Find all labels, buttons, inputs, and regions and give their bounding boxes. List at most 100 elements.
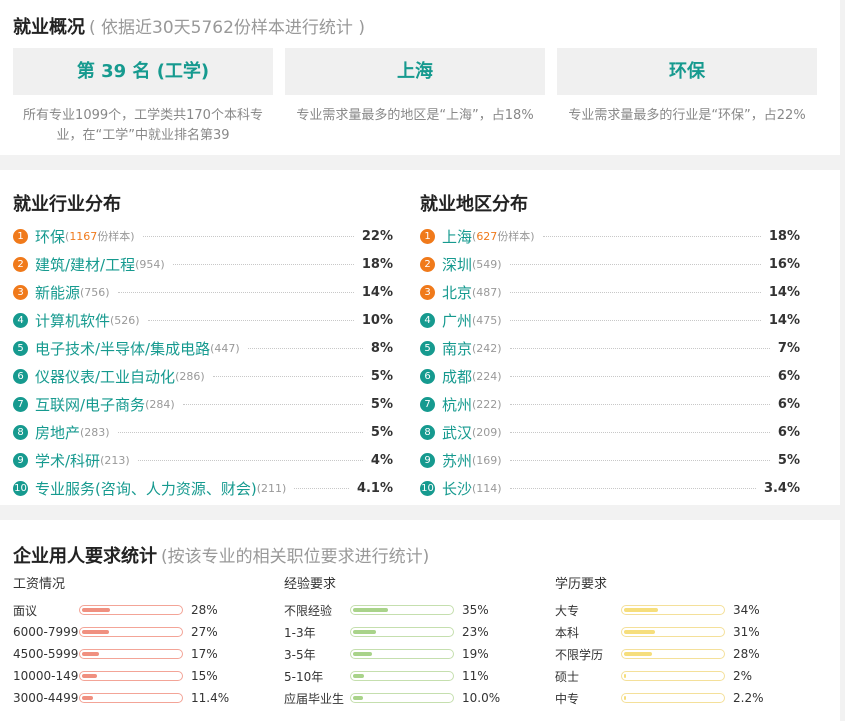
sample-count: (224) <box>472 369 502 383</box>
region-name-link[interactable]: 北京 <box>442 283 473 302</box>
share-percent: 5% <box>370 396 393 412</box>
industry-name-link[interactable]: 计算机软件 <box>35 311 111 330</box>
region-name-link[interactable]: 杭州 <box>442 395 473 414</box>
salary-row: 4500-5999 17% <box>13 643 273 665</box>
industry-name-link[interactable]: 互联网/电子商务 <box>35 395 146 414</box>
sample-count: (475) <box>472 313 502 327</box>
industry-row: 10 专业服务(咨询、人力资源、财会) (211) 4.1% <box>13 474 393 502</box>
edu-row: 中专 2.2% <box>555 687 815 709</box>
salary-bar <box>79 605 183 615</box>
industry-name-link[interactable]: 学术/科研 <box>35 451 101 470</box>
rank-box: 第 39 名 (工学) <box>13 48 273 95</box>
industry-name-link[interactable]: 专业服务(咨询、人力资源、财会) <box>35 479 257 498</box>
rank-badge: 3 <box>420 284 435 300</box>
rank-badge: 6 <box>13 368 28 384</box>
sample-count: (284) <box>145 397 175 411</box>
requirements-title: 企业用人要求统计 (按该专业的相关职位要求进行统计) <box>13 546 430 567</box>
region-row: 4 广州 (475) 14% <box>420 306 800 334</box>
requirements-subtitle: (按该专业的相关职位要求进行统计) <box>161 547 430 567</box>
edu-bar-fill <box>624 674 626 678</box>
region-name-link[interactable]: 武汉 <box>442 423 473 442</box>
dotted-leader <box>137 459 363 461</box>
dotted-leader <box>542 235 761 237</box>
industry-name-link[interactable]: 仪器仪表/工业自动化 <box>35 367 176 386</box>
overview-title: 就业概况( 依据近30天5762份样本进行统计 ) <box>13 17 365 38</box>
edu-bar <box>621 693 725 703</box>
sample-count: (756) <box>80 285 110 299</box>
industry-row: 5 电子技术/半导体/集成电路 (447) 8% <box>13 334 393 362</box>
exp-group-title: 经验要求 <box>284 577 337 592</box>
sample-count: (487) <box>472 285 502 299</box>
exp-bar <box>350 693 454 703</box>
region-row: 1 上海 (627份样本) 18% <box>420 222 800 250</box>
exp-percent: 23% <box>462 625 489 639</box>
rank-badge: 9 <box>13 452 28 468</box>
rank-badge: 10 <box>420 480 435 496</box>
share-percent: 14% <box>768 312 800 328</box>
region-name-link[interactable]: 上海 <box>442 227 473 246</box>
industry-row: 7 互联网/电子商务 (284) 5% <box>13 390 393 418</box>
edu-bar-fill <box>624 630 655 634</box>
industry-row: 9 学术/科研 (213) 4% <box>13 446 393 474</box>
salary-percent: 17% <box>191 647 218 661</box>
sample-count: (954) <box>135 257 165 271</box>
region-name-link[interactable]: 深圳 <box>442 255 473 274</box>
exp-percent: 11% <box>462 669 489 683</box>
edu-bar <box>621 671 725 681</box>
rank-badge: 7 <box>420 396 435 412</box>
edu-bar-fill <box>624 652 652 656</box>
share-percent: 14% <box>768 284 800 300</box>
region-row: 7 杭州 (222) 6% <box>420 390 800 418</box>
industry-name-link[interactable]: 电子技术/半导体/集成电路 <box>35 339 211 358</box>
salary-bar-fill <box>82 674 97 678</box>
share-percent: 3.4% <box>763 480 800 496</box>
salary-percent: 15% <box>191 669 218 683</box>
share-percent: 4% <box>370 452 393 468</box>
dotted-leader <box>294 487 349 489</box>
region-name-link[interactable]: 广州 <box>442 311 473 330</box>
region-name-link[interactable]: 南京 <box>442 339 473 358</box>
dotted-leader <box>142 235 354 237</box>
exp-bar-fill <box>353 630 376 634</box>
top-region-desc: 专业需求量最多的地区是“上海”，占18% <box>296 108 534 123</box>
industry-row: 6 仪器仪表/工业自动化 (286) 5% <box>13 362 393 390</box>
salary-bar <box>79 627 183 637</box>
rank-badge: 2 <box>420 256 435 272</box>
region-row: 8 武汉 (209) 6% <box>420 418 800 446</box>
dotted-leader <box>509 459 770 461</box>
industry-name-link[interactable]: 建筑/建材/工程 <box>35 255 136 274</box>
sample-count-highlight: 1167 <box>69 230 98 243</box>
overview-panel: 就业概况( 依据近30天5762份样本进行统计 ) 第 39 名 (工学) 上海… <box>0 0 840 155</box>
edu-percent: 34% <box>733 603 760 617</box>
salary-label: 6000-7999 <box>13 625 79 639</box>
dotted-leader <box>509 487 756 489</box>
edu-label: 不限学历 <box>555 647 604 662</box>
industry-name-link[interactable]: 环保 <box>35 227 66 246</box>
rank-badge: 5 <box>13 340 28 356</box>
dotted-leader <box>247 347 363 349</box>
salary-percent: 27% <box>191 625 218 639</box>
exp-bar <box>350 649 454 659</box>
share-percent: 6% <box>777 424 800 440</box>
industry-name-link[interactable]: 房地产 <box>35 423 81 442</box>
region-name-link[interactable]: 苏州 <box>442 451 473 470</box>
rank-badge: 8 <box>420 424 435 440</box>
dotted-leader <box>509 375 770 377</box>
region-name-link[interactable]: 成都 <box>442 367 473 386</box>
rank-badge: 6 <box>420 368 435 384</box>
rank-badge: 4 <box>420 312 435 328</box>
industry-name-link[interactable]: 新能源 <box>35 283 81 302</box>
salary-row: 3000-4499 11.4% <box>13 687 273 709</box>
sample-count: (211) <box>256 481 287 495</box>
edu-label: 硕士 <box>555 669 580 684</box>
top-industry-desc: 专业需求量最多的行业是“环保”，占22% <box>568 108 806 123</box>
salary-row: 10000-14999 15% <box>13 665 273 687</box>
exp-percent: 19% <box>462 647 489 661</box>
region-name-link[interactable]: 长沙 <box>442 479 473 498</box>
salary-label: 4500-5999 <box>13 647 79 661</box>
salary-group: 工资情况 面议 28% 6000-7999 27% 4500-5999 17% 10000-1… <box>13 575 273 709</box>
share-percent: 6% <box>777 368 800 384</box>
industry-row: 2 建筑/建材/工程 (954) 18% <box>13 250 393 278</box>
edu-percent: 31% <box>733 625 760 639</box>
exp-label: 应届毕业生 <box>284 691 345 706</box>
